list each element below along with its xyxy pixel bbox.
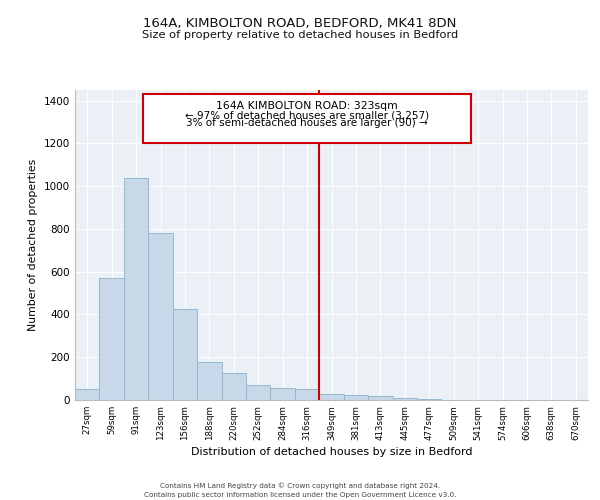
Bar — [319, 394, 344, 400]
Bar — [221, 374, 246, 400]
FancyBboxPatch shape — [143, 94, 471, 144]
Bar — [271, 388, 295, 400]
Bar — [148, 233, 173, 400]
Text: Size of property relative to detached houses in Bedford: Size of property relative to detached ho… — [142, 30, 458, 40]
Bar — [246, 385, 271, 400]
Bar — [368, 396, 392, 400]
Bar — [417, 399, 442, 400]
Bar — [295, 390, 319, 400]
Bar — [344, 394, 368, 400]
Text: 164A KIMBOLTON ROAD: 323sqm: 164A KIMBOLTON ROAD: 323sqm — [216, 100, 398, 110]
Text: Contains HM Land Registry data © Crown copyright and database right 2024.
Contai: Contains HM Land Registry data © Crown c… — [144, 482, 456, 498]
Text: 164A, KIMBOLTON ROAD, BEDFORD, MK41 8DN: 164A, KIMBOLTON ROAD, BEDFORD, MK41 8DN — [143, 18, 457, 30]
Bar — [100, 278, 124, 400]
Y-axis label: Number of detached properties: Number of detached properties — [28, 159, 38, 331]
Bar — [75, 390, 100, 400]
Bar — [124, 178, 148, 400]
Text: 3% of semi-detached houses are larger (90) →: 3% of semi-detached houses are larger (9… — [186, 118, 428, 128]
Text: ← 97% of detached houses are smaller (3,257): ← 97% of detached houses are smaller (3,… — [185, 110, 429, 120]
Bar — [173, 309, 197, 400]
Bar — [392, 398, 417, 400]
X-axis label: Distribution of detached houses by size in Bedford: Distribution of detached houses by size … — [191, 446, 472, 456]
Bar — [197, 362, 221, 400]
